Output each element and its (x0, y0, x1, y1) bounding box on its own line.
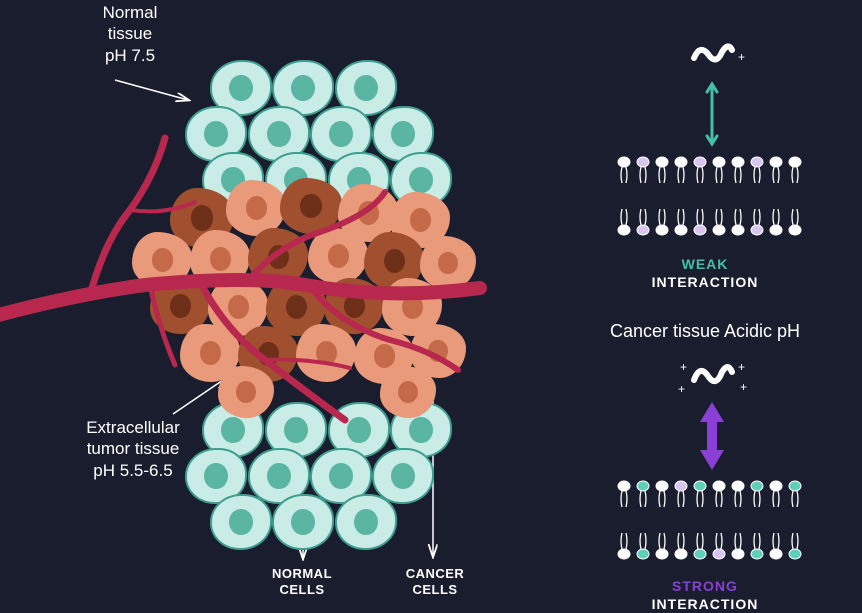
text-interaction: INTERACTION (652, 596, 759, 612)
label-normal-tissue: Normal tissue pH 7.5 (70, 2, 190, 66)
strong-arrow-icon (694, 400, 730, 472)
label-weak-interaction: WEAK INTERACTION (620, 256, 790, 291)
text: Normal (103, 3, 158, 22)
text-strong: STRONG (672, 578, 738, 594)
label-normal-cells: NORMAL CELLS (252, 566, 352, 599)
label-cancer-cells: CANCER CELLS (385, 566, 485, 599)
text-interaction: INTERACTION (652, 274, 759, 290)
membrane-weak (610, 152, 810, 242)
peptide-squiggle-icon (690, 40, 736, 74)
membrane-strong (610, 476, 810, 566)
plus-icon: + (740, 380, 747, 394)
strong-interaction-group: + + + + (610, 360, 810, 578)
text-weak: WEAK (682, 256, 729, 272)
plus-icon: + (738, 360, 745, 374)
plus-icon: + (680, 360, 687, 374)
blood-vessel (0, 60, 510, 560)
peptide-squiggle-icon (688, 360, 738, 396)
plus-icon: + (678, 382, 685, 396)
tissue-cluster (140, 60, 480, 560)
weak-arrow-icon (704, 80, 720, 148)
plus-icon: + (738, 50, 745, 64)
text: tissue (108, 24, 152, 43)
weak-interaction-group: + (610, 40, 810, 250)
label-cancer-acidic: Cancer tissue Acidic pH (565, 320, 845, 343)
